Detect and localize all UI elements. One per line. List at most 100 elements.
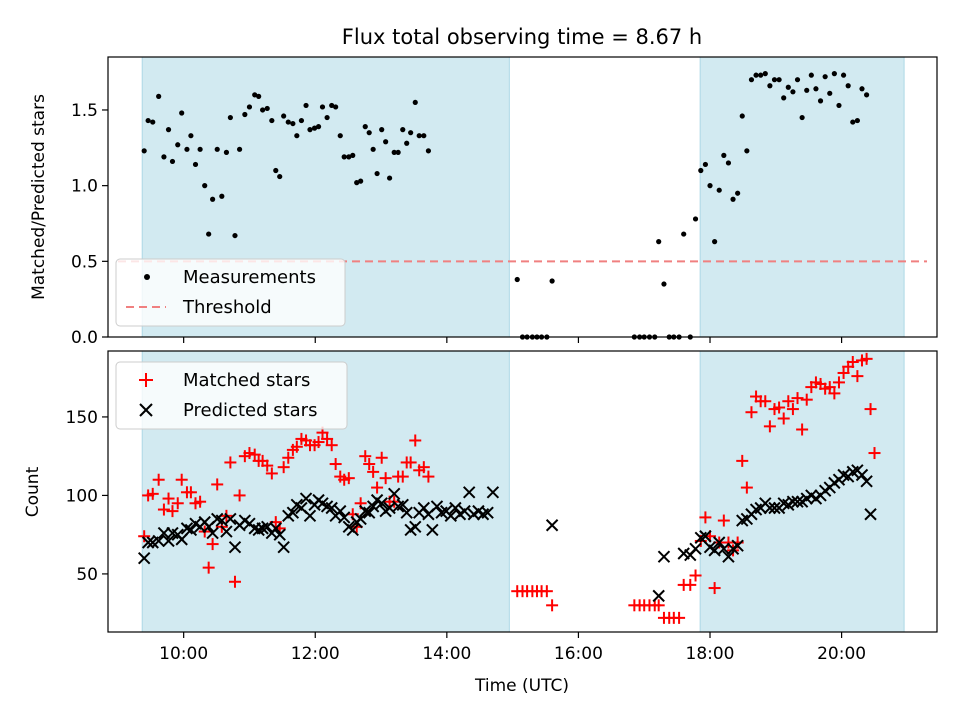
- predicted-star-point: [303, 509, 317, 523]
- measurement-point: [656, 239, 662, 245]
- observing-window-span: [699, 350, 905, 633]
- bottom-axes-frame: [107, 350, 938, 633]
- predicted-star-point: [252, 523, 265, 537]
- chart-title: Flux total observing time = 8.67 h: [342, 25, 702, 49]
- predicted-star-point: [396, 498, 409, 512]
- predicted-star-point: [545, 519, 559, 532]
- matched-star-point: [228, 575, 241, 588]
- matched-star-point: [290, 440, 303, 453]
- matched-star-point: [684, 578, 697, 591]
- measurement-point: [386, 175, 393, 181]
- measurement-point: [311, 125, 318, 131]
- predicted-star-point: [286, 506, 300, 519]
- observing-window-span: [699, 56, 905, 338]
- bottom-legend-box: [115, 361, 348, 430]
- predicted-star-point: [699, 530, 712, 543]
- measurement-point: [395, 149, 401, 155]
- measurement-point: [161, 154, 167, 160]
- measurement-point: [681, 231, 687, 237]
- measurement-point: [404, 140, 410, 146]
- x-tick-label: 18:00: [686, 644, 735, 664]
- measurement-point: [227, 114, 233, 121]
- measurement-point: [804, 87, 810, 93]
- measurement-point: [781, 95, 787, 101]
- matched-star-point: [736, 454, 749, 467]
- matched-star-point: [673, 611, 686, 624]
- measurement-point: [333, 104, 339, 110]
- predicted-star-point: [269, 522, 282, 535]
- predicted-star-point: [689, 542, 702, 556]
- measurement-point: [346, 154, 352, 160]
- measurement-point: [661, 281, 667, 287]
- matched-star-point: [138, 530, 151, 543]
- measurement-point: [776, 77, 782, 83]
- matched-star-point: [321, 432, 334, 445]
- predicted-star-point: [184, 523, 198, 537]
- matched-star-point: [689, 569, 702, 582]
- bottom-x-ticks: 10:00 12:00 14:00 16:00 18:00 20:00: [159, 632, 866, 664]
- matched-star-point: [763, 420, 776, 433]
- matched-star-point: [261, 459, 274, 472]
- measurement-point: [790, 89, 796, 95]
- measurement-point: [549, 278, 555, 284]
- matched-star-point: [846, 355, 859, 368]
- measurement-point: [758, 72, 764, 78]
- matched-star-point: [375, 451, 388, 464]
- matched-star-point: [828, 387, 841, 400]
- matched-star-point: [175, 473, 188, 486]
- measurement-point: [412, 99, 418, 106]
- measurement-point: [307, 127, 313, 133]
- measurement-point: [197, 146, 203, 152]
- matched-star-point: [202, 561, 215, 574]
- measurement-point: [214, 146, 220, 152]
- measurement-point: [854, 117, 860, 124]
- measurement-points: [141, 71, 870, 340]
- predicted-star-point: [137, 552, 151, 565]
- predicted-star-point: [657, 550, 671, 563]
- matched-star-point: [837, 366, 850, 379]
- measurement-point: [354, 180, 360, 186]
- measurement-point: [223, 149, 230, 155]
- matched-star-point: [243, 447, 256, 460]
- measurement-point: [264, 105, 270, 112]
- measurement-point: [836, 102, 842, 109]
- matched-star-point: [312, 436, 325, 449]
- measurement-point: [281, 113, 287, 119]
- predicted-star-point: [325, 501, 338, 515]
- predicted-star-point: [175, 533, 188, 546]
- top-y-axis-label: Matched/Predicted stars: [29, 94, 49, 300]
- matched-star-point: [868, 447, 881, 460]
- measurement-point: [735, 190, 741, 196]
- measurement-point: [408, 130, 414, 136]
- measurement-point: [698, 167, 704, 174]
- measurement-point: [416, 133, 422, 139]
- matched-star-point: [371, 481, 384, 494]
- measurement-point: [188, 133, 194, 139]
- measurement-point: [298, 117, 305, 124]
- legend-predicted-marker: [139, 403, 153, 417]
- matched-star-point: [162, 492, 175, 505]
- matched-star-point: [823, 381, 836, 394]
- measurement-point: [184, 146, 190, 152]
- matched-stars-points: [138, 352, 881, 624]
- matched-star-point: [171, 497, 184, 510]
- matched-star-point: [363, 458, 376, 471]
- predicted-star-point: [366, 500, 380, 513]
- measurement-point: [400, 127, 406, 133]
- measurement-point: [370, 146, 376, 152]
- predicted-star-point: [409, 520, 422, 534]
- measurement-point: [799, 114, 805, 121]
- measurement-point: [702, 161, 709, 168]
- predicted-star-point: [430, 500, 444, 513]
- measurement-point: [831, 71, 837, 77]
- matched-star-point: [206, 538, 219, 551]
- matched-star-point: [404, 456, 417, 469]
- matched-star-point: [224, 456, 237, 469]
- measurement-point: [840, 72, 847, 78]
- x-tick-label: 10:00: [159, 644, 208, 664]
- matched-star-point: [717, 514, 730, 527]
- predicted-star-point: [864, 508, 877, 521]
- predicted-star-point: [387, 487, 401, 501]
- measurement-point: [319, 104, 326, 110]
